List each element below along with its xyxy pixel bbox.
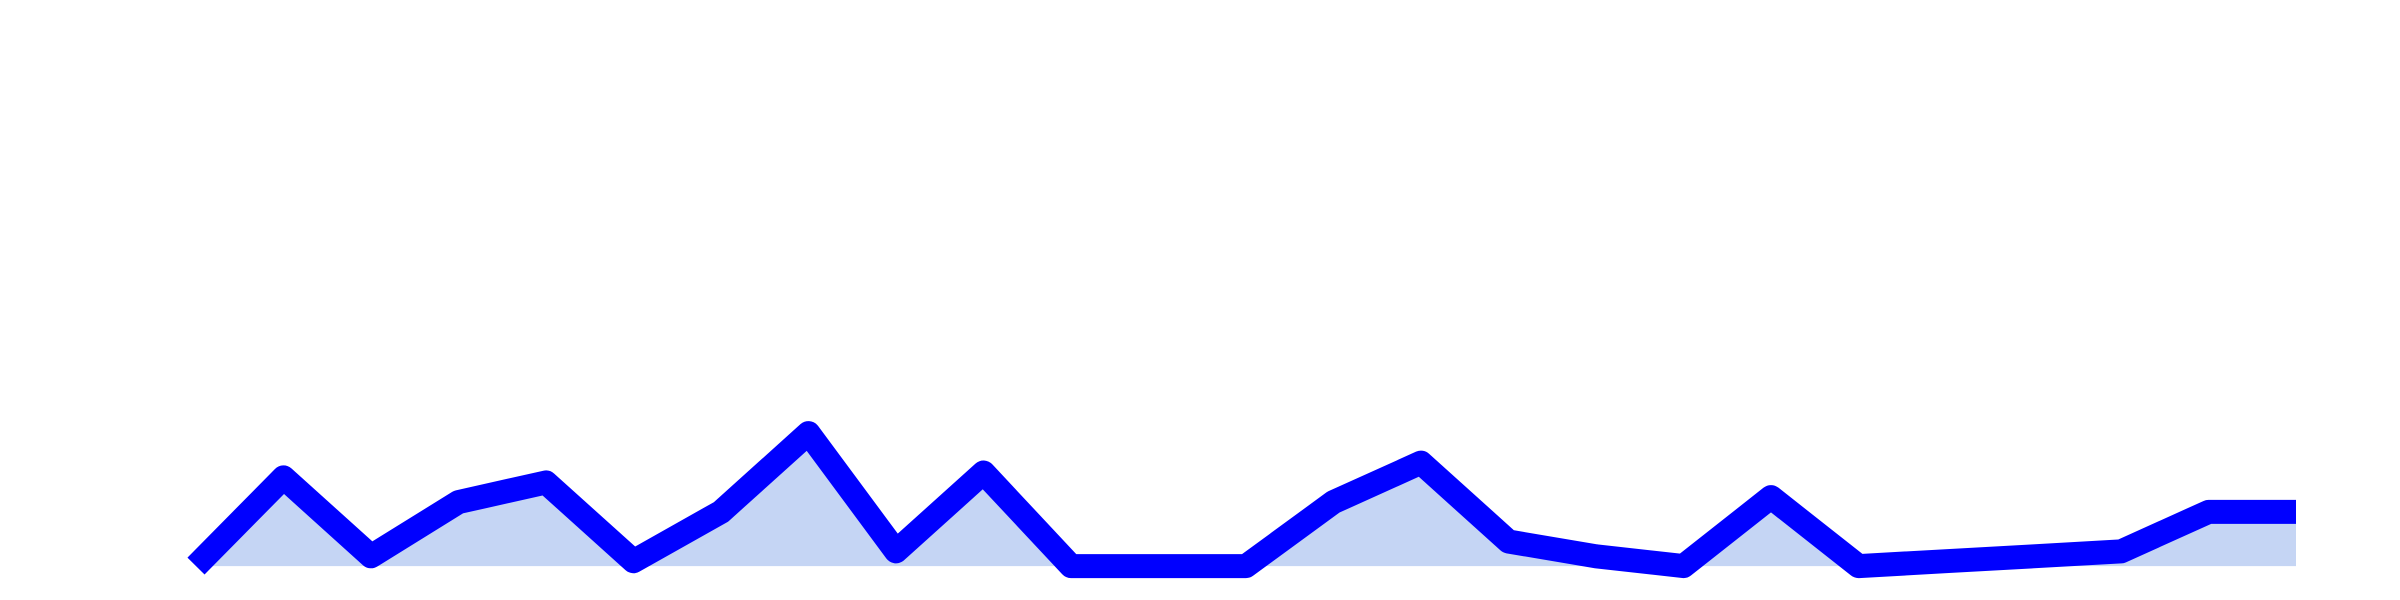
data-point bbox=[368, 553, 374, 559]
data-point bbox=[1681, 563, 1687, 569]
data-point bbox=[281, 474, 287, 480]
data-point bbox=[1506, 539, 1512, 545]
data-point bbox=[2293, 509, 2299, 515]
data-point bbox=[1068, 563, 1074, 569]
data-point bbox=[1331, 499, 1337, 505]
data-point bbox=[2031, 553, 2037, 559]
data-point bbox=[1418, 460, 1424, 466]
data-point bbox=[193, 563, 199, 569]
data-point bbox=[893, 548, 899, 554]
data-point bbox=[1243, 563, 1249, 569]
data-point bbox=[718, 509, 724, 515]
data-point bbox=[981, 470, 987, 476]
data-point bbox=[1768, 494, 1774, 500]
data-point bbox=[1593, 553, 1599, 559]
plot-area bbox=[187, 421, 2299, 579]
data-point bbox=[2206, 509, 2212, 515]
data-point bbox=[2118, 548, 2124, 554]
data-point bbox=[631, 558, 637, 564]
series-line bbox=[187, 421, 2296, 579]
series-area-fill bbox=[196, 433, 2296, 567]
data-point bbox=[456, 499, 462, 505]
data-point bbox=[543, 479, 549, 485]
data-point bbox=[806, 430, 812, 436]
data-point bbox=[1156, 563, 1162, 569]
data-point bbox=[1943, 558, 1949, 564]
data-point bbox=[1856, 563, 1862, 569]
